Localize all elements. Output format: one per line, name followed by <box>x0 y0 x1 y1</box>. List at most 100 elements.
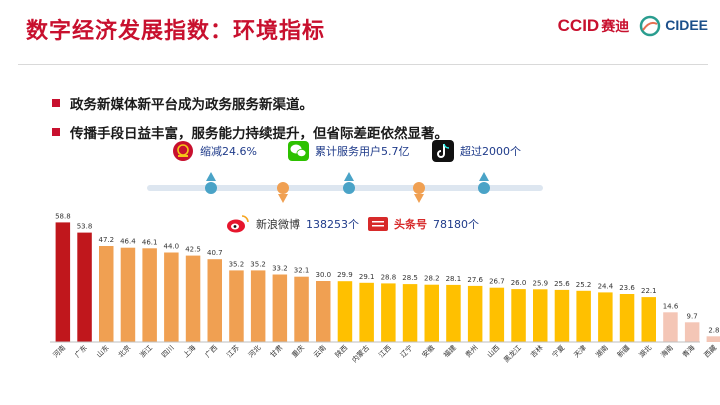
x-tick-label: 青海 <box>680 343 696 359</box>
timeline-pin-down-icon <box>278 194 288 203</box>
bar <box>511 289 526 342</box>
x-tick-label: 广东 <box>73 343 89 359</box>
bullet-item: 政务新媒体新平台成为政务服务新渠道。 <box>52 93 448 113</box>
bar <box>229 270 244 342</box>
data-label: 30.0 <box>316 271 332 279</box>
bar <box>337 281 353 342</box>
bar <box>554 289 570 342</box>
x-tick-label: 四川 <box>160 344 176 360</box>
x-tick-label: 西藏 <box>702 343 718 359</box>
x-tick-label: 浙江 <box>138 343 154 359</box>
timeline-node <box>413 182 425 194</box>
timeline-node <box>478 182 490 194</box>
x-tick-label: 贵州 <box>463 343 479 359</box>
data-label: 26.7 <box>489 278 505 286</box>
data-label: 47.2 <box>99 236 115 244</box>
toutiao-brand-label: 头条号 <box>394 218 427 231</box>
bullet-item: 传播手段日益丰富，服务能力持续提升，但省际差距依然显著。 <box>52 122 448 142</box>
bar <box>424 284 439 342</box>
bar <box>207 259 222 342</box>
x-tick-label: 吉林 <box>528 343 544 359</box>
bullet-text: 传播手段日益丰富，服务能力持续提升，但省际差距依然显著。 <box>70 126 448 142</box>
weibo-icon <box>227 215 249 233</box>
x-tick-label: 江西 <box>377 344 393 360</box>
bar <box>489 287 505 342</box>
data-label: 25.2 <box>576 281 592 289</box>
bar <box>467 285 483 342</box>
national-emblem-icon <box>173 141 193 161</box>
timeline-pin-up-icon <box>206 172 216 181</box>
cidee-logo-text: CIDEE <box>665 17 708 33</box>
bar <box>576 290 591 342</box>
data-label: 40.7 <box>207 249 223 257</box>
x-tick-label: 河南 <box>51 343 67 359</box>
bar <box>316 281 331 342</box>
timeline-pin-up-icon <box>479 172 489 181</box>
x-tick-label: 河北 <box>247 344 263 360</box>
data-label: 24.4 <box>598 282 614 290</box>
logo-group: CCID 赛迪 CIDEE <box>558 10 708 42</box>
timeline-node <box>277 182 289 194</box>
stat-weibo-text: 138253个 <box>306 218 359 231</box>
x-tick-label: 天津 <box>572 344 588 360</box>
x-tick-label: 湖北 <box>637 343 653 359</box>
page-title: 数字经济发展指数：环境指标 <box>26 19 326 44</box>
data-label: 2.8 <box>708 326 719 334</box>
stat-tiktok: 超过2000个 <box>432 140 521 162</box>
timeline-pin-down-icon <box>414 194 424 203</box>
x-tick-label: 广西 <box>203 343 219 359</box>
weibo-brand-label: 新浪微博 <box>256 218 300 231</box>
data-label: 28.5 <box>402 274 418 282</box>
timeline <box>147 172 543 203</box>
x-tick-label: 重庆 <box>290 343 306 359</box>
data-label: 28.1 <box>446 275 462 283</box>
ccid-logo: CCID 赛迪 <box>558 16 630 36</box>
timeline-node <box>205 182 217 194</box>
stat-toutiao: 头条号 78180个 <box>368 216 479 232</box>
data-label: 35.2 <box>250 260 266 268</box>
bullet-square-icon <box>52 99 60 107</box>
data-label: 42.5 <box>185 246 201 254</box>
title-divider <box>18 64 708 65</box>
stat-gov-text: 缩减24.6% <box>200 145 257 158</box>
timeline-markers-down <box>277 182 425 203</box>
bar-series: 58.8 河南 53.8 广东 47.2 山东 46.4 北京 46.1 浙江 44.0 四川 42.5… <box>51 212 720 364</box>
x-tick-label: 上海 <box>181 343 197 359</box>
timeline-pin-up-icon <box>344 172 354 181</box>
stat-toutiao-text: 78180个 <box>433 218 479 231</box>
data-label: 29.1 <box>359 273 375 281</box>
bar <box>142 248 157 342</box>
data-label: 14.6 <box>663 302 679 310</box>
data-label: 28.2 <box>424 275 440 283</box>
x-tick-label: 内蒙古 <box>350 343 371 364</box>
bullet-text: 政务新媒体新平台成为政务服务新渠道。 <box>70 97 313 113</box>
bar <box>77 232 92 342</box>
bar <box>120 247 136 342</box>
stat-wechat: 累计服务用户5.7亿 <box>288 141 410 161</box>
data-label: 58.8 <box>55 212 71 220</box>
bar <box>402 284 418 342</box>
data-label: 9.7 <box>687 312 698 320</box>
stat-wechat-text: 累计服务用户5.7亿 <box>315 145 410 158</box>
bar <box>533 289 548 342</box>
x-tick-label: 陕西 <box>333 343 349 359</box>
x-tick-label: 辽宁 <box>398 343 414 359</box>
bar <box>55 222 71 342</box>
x-tick-label: 山西 <box>485 343 501 359</box>
bar <box>684 322 700 342</box>
bullet-list: 政务新媒体新平台成为政务服务新渠道。 传播手段日益丰富，服务能力持续提升，但省际… <box>52 93 448 151</box>
timeline-markers <box>205 172 490 194</box>
bar <box>381 283 396 342</box>
bar <box>359 282 374 342</box>
stat-tiktok-text: 超过2000个 <box>460 145 521 158</box>
x-tick-label: 福建 <box>442 343 458 359</box>
bar <box>250 270 266 342</box>
data-label: 28.8 <box>381 273 397 281</box>
data-label: 46.1 <box>142 238 158 246</box>
ccid-logo-text: CCID <box>557 16 600 35</box>
x-tick-label: 湖南 <box>594 343 610 359</box>
timeline-node <box>343 182 355 194</box>
bar <box>446 284 461 342</box>
bar <box>99 246 114 342</box>
